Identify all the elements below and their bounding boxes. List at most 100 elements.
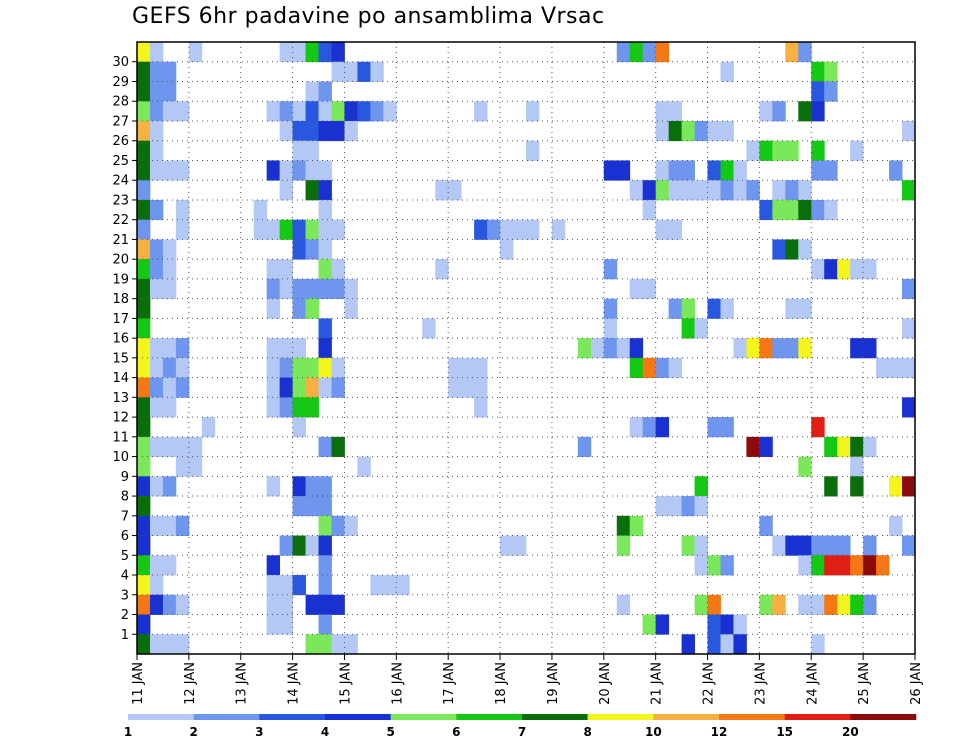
heatmap-cell bbox=[616, 42, 631, 63]
heatmap-cell bbox=[824, 476, 838, 497]
heatmap-cell bbox=[137, 634, 151, 655]
heatmap-cell bbox=[746, 140, 760, 161]
heatmap-cell bbox=[448, 357, 462, 379]
heatmap-cell bbox=[474, 357, 488, 379]
legend-label: 20 bbox=[842, 725, 859, 739]
heatmap-cell bbox=[655, 160, 670, 181]
heatmap-cell bbox=[837, 594, 851, 615]
heatmap-cell bbox=[292, 160, 306, 181]
legend-swatch bbox=[390, 714, 457, 720]
heatmap-cell bbox=[357, 456, 371, 477]
heatmap-cell bbox=[850, 555, 864, 576]
heatmap-cell bbox=[526, 101, 540, 122]
heatmap-cell bbox=[746, 180, 760, 201]
heatmap-cell bbox=[292, 239, 306, 260]
heatmap-cell bbox=[474, 397, 488, 418]
heatmap-cell bbox=[707, 120, 721, 142]
heatmap-cell bbox=[149, 120, 164, 142]
heatmap-cell bbox=[292, 377, 306, 398]
heatmap-cell bbox=[785, 199, 799, 221]
heatmap-cell bbox=[253, 199, 268, 221]
heatmap-cell bbox=[266, 160, 281, 181]
legend-label: 3 bbox=[255, 725, 263, 739]
heatmap-cell bbox=[889, 357, 903, 379]
heatmap-cell bbox=[902, 476, 916, 497]
heatmap-cell bbox=[305, 535, 319, 556]
heatmap-cell bbox=[720, 298, 734, 319]
heatmap-cell bbox=[733, 160, 747, 181]
heatmap-cell bbox=[266, 594, 281, 615]
x-tick-label: 26 JAN bbox=[909, 662, 924, 705]
heatmap-cell bbox=[318, 338, 332, 359]
heatmap-cell bbox=[668, 120, 682, 142]
heatmap-cell bbox=[798, 535, 812, 556]
heatmap-cell bbox=[162, 61, 177, 82]
y-tick-label: 19 bbox=[112, 272, 129, 287]
heatmap-cell bbox=[746, 338, 760, 359]
heatmap-cell bbox=[279, 357, 293, 379]
heatmap-cell bbox=[824, 535, 838, 556]
x-tick-label: 20 JAN bbox=[598, 662, 613, 705]
heatmap-cell bbox=[266, 397, 281, 418]
heatmap-cell bbox=[837, 259, 851, 280]
heatmap-cell bbox=[798, 338, 812, 359]
heatmap-cell bbox=[137, 219, 151, 240]
heatmap-cell bbox=[798, 555, 812, 576]
legend-label: 15 bbox=[776, 725, 793, 739]
x-tick-label: 25 JAN bbox=[857, 662, 872, 705]
heatmap-cell bbox=[292, 338, 306, 359]
heatmap-cell bbox=[318, 120, 332, 142]
heatmap-cell bbox=[759, 338, 773, 359]
heatmap-cell bbox=[305, 496, 319, 517]
heatmap-cell bbox=[149, 515, 164, 536]
heatmap-cell bbox=[162, 555, 177, 576]
heatmap-cell bbox=[162, 160, 177, 181]
heatmap-cell bbox=[668, 180, 682, 201]
heatmap-cell bbox=[785, 298, 799, 319]
heatmap-cell bbox=[383, 575, 397, 596]
heatmap-cell bbox=[318, 160, 332, 181]
heatmap-cell bbox=[798, 101, 812, 122]
heatmap-cell bbox=[357, 101, 371, 122]
heatmap-cell bbox=[331, 634, 345, 655]
heatmap-cell bbox=[305, 140, 319, 161]
heatmap-cell bbox=[149, 594, 164, 615]
y-tick-label: 6 bbox=[121, 529, 129, 544]
heatmap-cell bbox=[137, 42, 151, 63]
heatmap-cell bbox=[175, 160, 190, 181]
heatmap-cell bbox=[266, 614, 281, 635]
heatmap-cell bbox=[331, 219, 345, 240]
heatmap-cell bbox=[824, 594, 838, 615]
heatmap-cell bbox=[902, 357, 916, 379]
heatmap-cell bbox=[772, 180, 786, 201]
heatmap-cell bbox=[785, 42, 799, 63]
heatmap-cell bbox=[616, 535, 631, 556]
heatmap-cell bbox=[889, 160, 903, 181]
heatmap-cell bbox=[603, 259, 618, 280]
heatmap-cell bbox=[759, 140, 773, 161]
legend-label: 1 bbox=[124, 725, 132, 739]
heatmap-cell bbox=[175, 634, 190, 655]
heatmap-cell bbox=[344, 61, 358, 82]
heatmap-cell bbox=[149, 140, 164, 161]
heatmap-cell bbox=[279, 259, 293, 280]
heatmap-cell bbox=[292, 535, 306, 556]
heatmap-cell bbox=[318, 594, 332, 615]
heatmap-cell bbox=[149, 575, 164, 596]
heatmap-cell bbox=[137, 496, 151, 517]
heatmap-cell bbox=[707, 594, 721, 615]
heatmap-cell bbox=[162, 476, 177, 497]
heatmap-cell bbox=[642, 278, 657, 300]
heatmap-cell bbox=[149, 239, 164, 260]
heatmap-cell bbox=[149, 199, 164, 221]
heatmap-cell bbox=[811, 101, 825, 122]
heatmap-cell bbox=[707, 180, 721, 201]
y-tick-label: 30 bbox=[112, 55, 129, 70]
heatmap-cell bbox=[318, 259, 332, 280]
y-tick-label: 11 bbox=[112, 430, 129, 445]
heatmap-cell bbox=[149, 160, 164, 181]
heatmap-cell bbox=[266, 298, 281, 319]
heatmap-cell bbox=[863, 594, 877, 615]
heatmap-cell bbox=[318, 180, 332, 201]
heatmap-cell bbox=[292, 101, 306, 122]
